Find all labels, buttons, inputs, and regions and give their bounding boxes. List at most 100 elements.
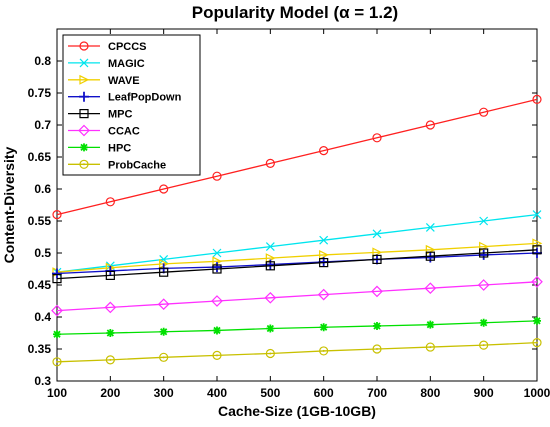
data-point-magic	[479, 216, 489, 226]
legend-box	[62, 34, 201, 176]
data-point-probcache	[425, 342, 435, 352]
y-tick-label: 0.75	[28, 86, 52, 100]
data-point-cpccs	[52, 210, 62, 220]
data-point-ccac	[371, 285, 383, 298]
y-tick-label: 0.6	[34, 182, 51, 196]
data-point-magic	[265, 242, 275, 252]
data-point-probcache-center	[536, 341, 538, 344]
data-point-probcache-center	[216, 354, 218, 357]
y-tick-label: 0.35	[28, 342, 52, 356]
x-tick-label: 300	[154, 386, 174, 400]
legend-label-hpc: HPC	[108, 142, 131, 154]
data-point-probcache	[479, 340, 489, 350]
data-point-ccac	[477, 279, 490, 291]
x-tick-label: 100	[47, 386, 67, 400]
data-point-ccac	[157, 298, 170, 311]
y-tick-label: 0.65	[28, 150, 52, 164]
x-tick-label: 800	[420, 386, 440, 400]
data-point-hpc	[479, 318, 488, 327]
legend-label-mpc: MPC	[108, 109, 133, 121]
data-point-hpc	[159, 327, 168, 336]
data-point-mpc	[159, 267, 169, 277]
data-point-probcache-center	[482, 344, 485, 347]
data-point-mpc	[52, 274, 62, 284]
data-point-cpccs	[319, 146, 329, 156]
data-point-probcache-center	[269, 352, 272, 355]
data-point-ccac	[424, 282, 437, 295]
legend-marker-probcache	[79, 159, 89, 169]
data-point-magic	[212, 248, 222, 258]
series-hpc	[53, 316, 541, 339]
data-point-leafpopdown	[532, 248, 542, 258]
data-point-hpc	[373, 321, 381, 330]
data-point-cpccs	[159, 184, 169, 194]
legend-label-wave: WAVE	[108, 75, 140, 87]
x-tick-label: 900	[474, 386, 494, 400]
data-point-probcache-center	[162, 356, 165, 359]
legend-label-cpccs: CPCCS	[108, 41, 147, 53]
data-point-probcache	[372, 344, 382, 354]
data-point-probcache	[265, 348, 275, 359]
series-line-ccac	[56, 281, 538, 312]
data-point-hpc	[106, 329, 115, 337]
legend-marker-hpc	[80, 143, 88, 152]
data-point-ccac	[317, 288, 330, 301]
data-point-probcache	[159, 352, 169, 362]
data-point-hpc	[319, 323, 328, 332]
series-line-probcache	[56, 341, 538, 363]
legend-marker-wave	[79, 74, 90, 85]
data-point-wave	[319, 249, 330, 260]
series-line-wave	[56, 242, 538, 273]
data-point-mpc	[372, 254, 382, 264]
series-line-cpccs	[56, 98, 538, 216]
legend-marker-leafpopdown	[79, 91, 89, 102]
data-point-leafpopdown	[212, 262, 222, 273]
data-point-magic	[319, 235, 329, 245]
data-point-probcache-center	[322, 349, 325, 352]
chart-title: Popularity Model (α = 1.2)	[192, 3, 398, 22]
data-point-magic	[532, 210, 542, 220]
y-tick-label: 0.8	[34, 54, 51, 68]
x-axis-label: Cache-Size (1GB-10GB)	[218, 403, 376, 419]
series-mpc	[52, 245, 542, 284]
data-point-mpc	[212, 264, 222, 274]
data-point-cpccs	[212, 171, 222, 181]
data-point-probcache-center	[109, 358, 112, 361]
legend-label-leafpopdown: LeafPopDown	[108, 92, 182, 104]
data-point-cpccs	[532, 94, 542, 105]
data-point-magic	[159, 254, 169, 264]
legend-marker-magic	[79, 58, 89, 68]
data-point-ccac	[51, 304, 63, 317]
y-tick-label: 0.55	[28, 214, 52, 228]
data-point-cpccs	[105, 197, 115, 207]
series-cpccs	[52, 94, 542, 220]
legend-label-magic: MAGIC	[108, 58, 145, 70]
data-point-probcache-center	[56, 360, 58, 363]
data-point-leafpopdown	[425, 252, 436, 263]
y-tick-label: 0.45	[28, 278, 52, 292]
legend-marker-cpccs	[79, 41, 89, 51]
data-point-mpc	[105, 270, 115, 280]
data-point-cpccs	[265, 158, 275, 168]
data-point-magic	[372, 229, 382, 239]
data-point-probcache	[532, 338, 542, 348]
x-tick-label: 1000	[524, 386, 550, 400]
data-point-probcache	[319, 346, 329, 356]
axis-ticks: 100 200 300 400 500 600 700 800 900 1000 0.3 0.35 0.…	[28, 29, 550, 400]
legend-marker-probcache-center	[83, 163, 85, 166]
y-tick-label: 0.3	[34, 374, 51, 388]
legend-marker-mpc	[79, 108, 89, 119]
data-point-ccac	[264, 291, 277, 304]
data-point-cpccs	[372, 133, 382, 143]
data-point-mpc	[425, 251, 435, 261]
y-tick-label: 0.7	[34, 118, 51, 132]
y-tick-label: 0.4	[34, 310, 51, 324]
data-point-leafpopdown	[265, 259, 276, 270]
data-point-hpc	[53, 330, 61, 339]
series-line-mpc	[56, 249, 538, 280]
data-point-cpccs	[425, 120, 435, 130]
series-line-hpc	[56, 320, 538, 335]
data-point-ccac	[211, 295, 223, 307]
data-point-mpc	[319, 258, 329, 268]
y-tick-label: 0.5	[34, 246, 51, 260]
